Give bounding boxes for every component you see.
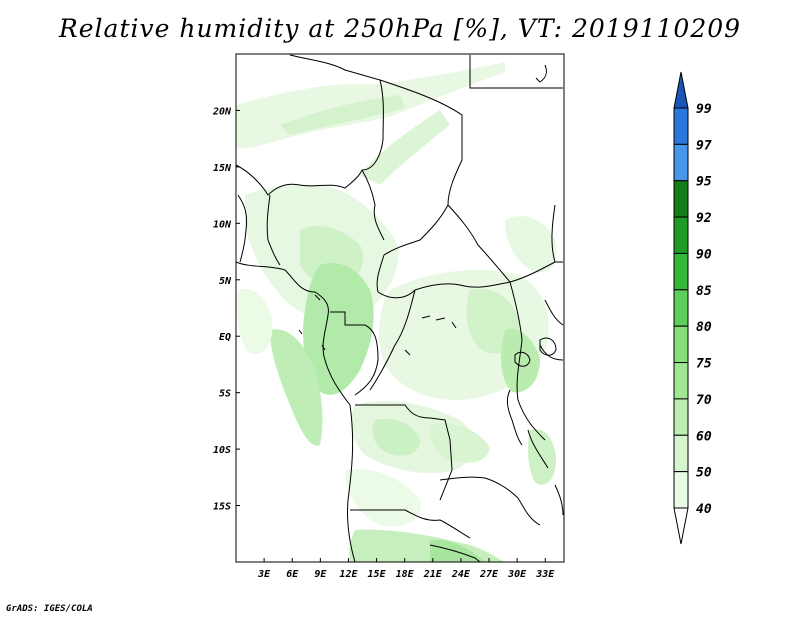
border-line — [330, 311, 379, 396]
lat-tick-label: 20N — [212, 106, 232, 117]
colorbar-label: 60 — [696, 429, 712, 444]
humidity-patch — [505, 216, 557, 273]
colorbar-segment — [673, 143, 689, 182]
humidity-patch — [429, 423, 490, 463]
humidity-patch — [237, 289, 273, 355]
lat-tick-label: 5N — [219, 276, 232, 287]
colorbar-label: 97 — [696, 138, 712, 153]
lon-tick-label: 6E — [286, 569, 299, 580]
colorbar-segment — [673, 216, 689, 254]
lake-outline — [514, 351, 531, 367]
lake-outline — [506, 389, 523, 446]
border-line — [429, 544, 481, 563]
humidity-patch — [500, 329, 540, 393]
lon-tick-label: 3E — [257, 569, 271, 580]
longitude-ticks: 3E 6E 9E 12E 15E 18E 21E 24E 27E 30E 33E — [257, 558, 555, 580]
colorbar: 99 97 95 92 90 85 80 75 70 60 50 40 — [673, 71, 712, 545]
lon-tick-label: 27E — [479, 569, 499, 580]
lon-tick-label: 12E — [339, 569, 358, 580]
border-line — [361, 169, 385, 241]
border-line — [447, 204, 556, 283]
lake-outline — [527, 429, 549, 469]
border-line — [235, 164, 363, 196]
colorbar-label: 92 — [696, 211, 712, 226]
lon-tick-label: 33E — [535, 569, 555, 580]
humidity-patch — [372, 418, 420, 456]
colorbar-label: 99 — [696, 102, 712, 117]
colorbar-segment — [673, 362, 689, 400]
border-line — [379, 79, 463, 206]
colorbar-segment — [673, 252, 689, 291]
border-line — [237, 194, 248, 263]
border-line — [439, 476, 541, 526]
lon-tick-label: 15E — [368, 569, 387, 580]
colorbar-top-arrow — [673, 71, 689, 109]
border-line — [350, 509, 471, 539]
colorbar-label: 95 — [696, 175, 712, 190]
colorbar-segment — [673, 289, 689, 327]
colorbar-segment — [673, 325, 689, 364]
border-line — [376, 204, 449, 293]
colorbar-label: 90 — [696, 247, 712, 262]
lat-tick-label: 10S — [213, 445, 231, 456]
lon-tick-label: 9E — [314, 569, 327, 580]
lat-tick-label: 10N — [213, 219, 232, 230]
colorbar-segment — [673, 471, 689, 509]
lat-tick-label: 15N — [213, 163, 232, 174]
humidity-patch — [360, 110, 450, 185]
lon-tick-label: 30E — [507, 569, 527, 580]
humidity-patch — [270, 329, 323, 446]
border-line — [539, 299, 564, 361]
border-line — [554, 484, 564, 516]
lat-tick-label: 5S — [219, 389, 231, 400]
colorbar-bottom-arrow — [673, 507, 689, 545]
humidity-patch — [349, 529, 505, 562]
colorbar-segment — [673, 107, 689, 145]
border-line — [509, 281, 546, 441]
border-line — [377, 281, 511, 299]
island-outline — [298, 294, 326, 351]
colorbar-label: 85 — [696, 284, 712, 299]
colorbar-segment — [673, 434, 689, 473]
latitude-ticks: 20N 15N 10N 5N EQ 5S 10S 15S — [212, 106, 240, 513]
border-line — [551, 204, 563, 263]
coastline — [235, 261, 356, 563]
colorbar-label: 75 — [696, 357, 712, 372]
lon-tick-label: 21E — [423, 569, 443, 580]
lat-tick-label: EQ — [219, 332, 231, 343]
lon-tick-label: 18E — [396, 569, 415, 580]
lat-tick-label: 15S — [213, 502, 231, 513]
colorbar-label: 40 — [696, 502, 712, 517]
humidity-patch — [527, 429, 556, 485]
river-outline — [404, 315, 457, 356]
coastline — [535, 64, 547, 83]
border-line — [266, 194, 281, 266]
map-frame — [235, 53, 565, 563]
lake-outline — [539, 337, 557, 356]
colorbar-label: 50 — [696, 466, 712, 481]
border-line — [369, 289, 416, 391]
border-line — [355, 404, 453, 501]
humidity-shading — [236, 62, 557, 562]
colorbar-label: 70 — [696, 393, 712, 408]
humidity-patch — [345, 469, 421, 527]
lon-tick-label: 24E — [451, 569, 471, 580]
colorbar-label: 80 — [696, 320, 712, 335]
colorbar-segment — [673, 398, 689, 436]
software-credit: GrADS: IGES/COLA — [6, 604, 93, 614]
humidity-patch — [280, 95, 405, 135]
colorbar-segment — [673, 180, 689, 218]
border-line — [469, 55, 563, 89]
map-title: Relative humidity at 250hPa [%], VT: 201… — [58, 14, 742, 43]
